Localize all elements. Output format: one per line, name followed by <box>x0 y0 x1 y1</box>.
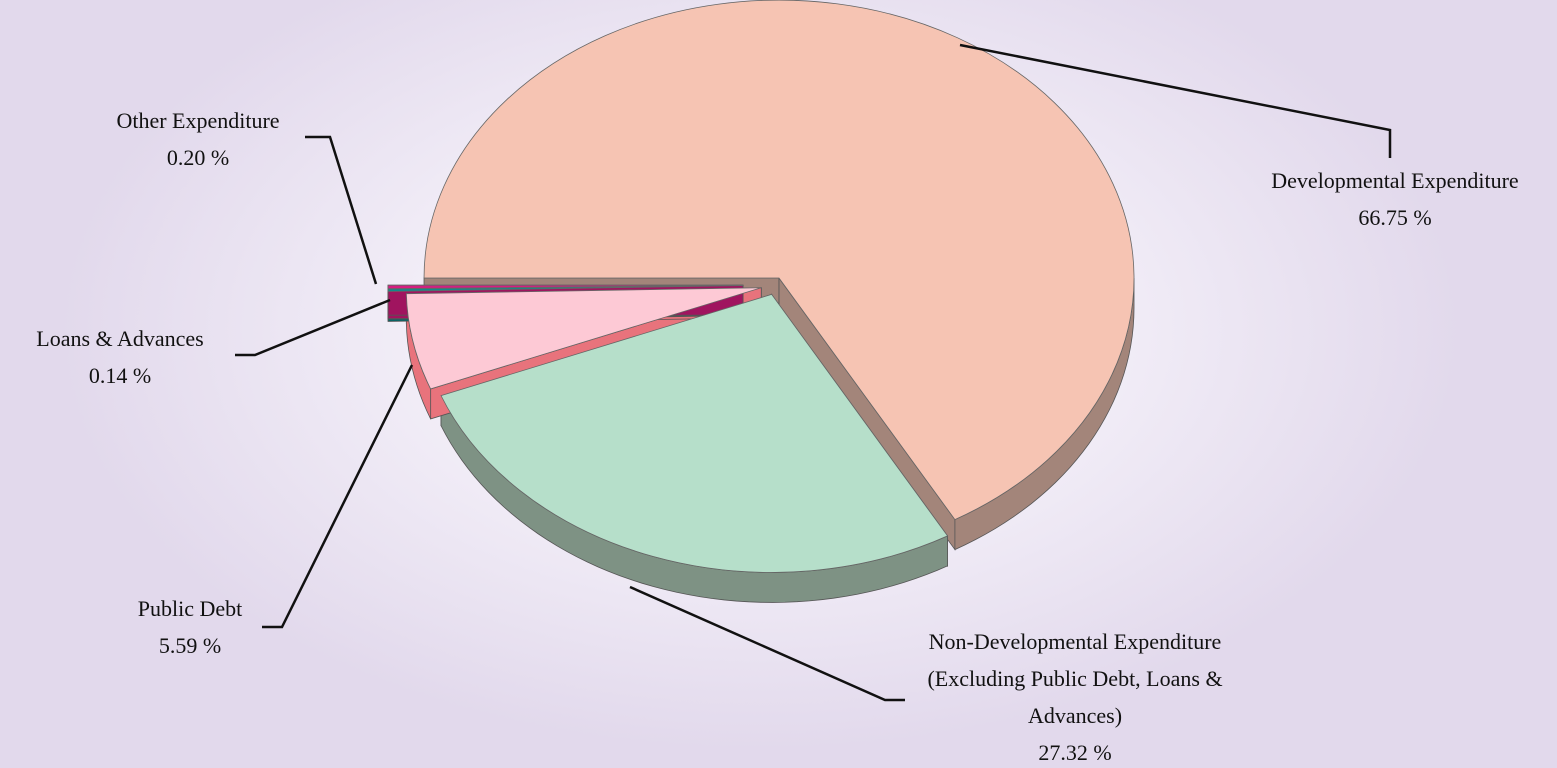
category-label: Developmental Expenditure <box>1271 168 1519 193</box>
category-label: Other Expenditure <box>116 108 280 133</box>
slice-label: Loans & Advances 0.14 % <box>0 320 250 394</box>
slice-label: Other Expenditure 0.20 % <box>68 102 328 176</box>
pie-slice <box>423 0 1135 521</box>
category-label: Non-Developmental Expenditure (Excluding… <box>927 629 1223 728</box>
value-label: 0.20 % <box>166 145 230 170</box>
leader-line <box>305 135 378 285</box>
value-label: 66.75 % <box>1358 205 1432 230</box>
category-label: Public Debt <box>137 596 243 621</box>
value-label: 27.32 % <box>1038 740 1112 765</box>
pie-slice <box>387 284 744 290</box>
slice-label: Developmental Expenditure 66.75 % <box>1195 162 1557 236</box>
pie-slice <box>440 293 949 573</box>
value-label: 0.14 % <box>88 363 152 388</box>
category-label: Loans & Advances <box>36 326 204 351</box>
pie-tops <box>387 0 1135 573</box>
leader-line <box>629 585 905 702</box>
pie-slice <box>405 287 762 390</box>
value-label: 5.59 % <box>158 633 222 658</box>
leader-line <box>959 43 1392 158</box>
slice-label: Public Debt 5.59 % <box>90 590 290 664</box>
slice-label: Non-Developmental Expenditure (Excluding… <box>885 623 1265 768</box>
leader-line <box>262 364 414 629</box>
leader-line <box>235 298 391 357</box>
